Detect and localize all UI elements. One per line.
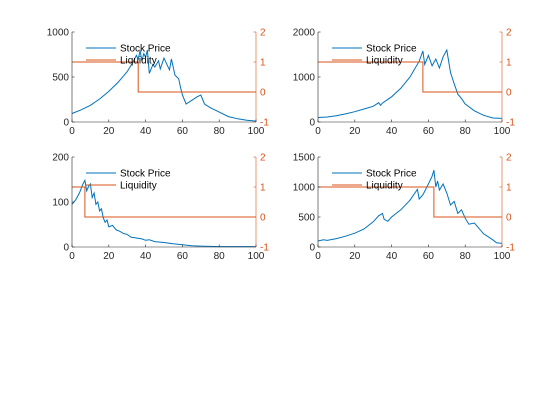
x-tick-label: 0 xyxy=(69,126,75,137)
x-tick-label: 80 xyxy=(460,126,472,137)
y-left-tick-label: 1000 xyxy=(293,73,316,84)
y-left-tick-label: 100 xyxy=(52,198,69,209)
legend-label-stock-price: Stock Price xyxy=(366,44,417,55)
x-tick-label: 60 xyxy=(177,251,189,262)
y-left-tick-label: 2000 xyxy=(293,28,316,39)
x-tick-label: 60 xyxy=(423,126,435,137)
y-right-tick-label: 1 xyxy=(260,58,266,69)
y-right-tick-label: 1 xyxy=(506,58,512,69)
y-right-tick-label: 2 xyxy=(260,153,266,164)
y-left-tick-label: 0 xyxy=(309,118,315,129)
x-tick-label: 80 xyxy=(460,251,472,262)
y-right-tick-label: -1 xyxy=(506,118,515,129)
legend-label-liquidity: Liquidity xyxy=(120,56,157,67)
y-left-tick-label: 0 xyxy=(63,118,69,129)
y-right-tick-label: -1 xyxy=(506,243,515,254)
legend-label-stock-price: Stock Price xyxy=(366,169,417,180)
x-tick-label: 60 xyxy=(177,126,189,137)
legend-label-stock-price: Stock Price xyxy=(120,169,171,180)
liquidity-line-3 xyxy=(72,186,256,218)
x-tick-label: 20 xyxy=(349,251,361,262)
stock-price-line-3 xyxy=(71,178,256,248)
x-tick-label: 20 xyxy=(103,126,115,137)
y-right-tick-label: 0 xyxy=(506,213,512,224)
y-right-tick-label: -1 xyxy=(260,118,269,129)
stock-price-line-2 xyxy=(317,48,503,119)
y-left-tick-label: 1000 xyxy=(293,183,316,194)
x-tick-label: 80 xyxy=(214,251,226,262)
liquidity-line-4 xyxy=(318,186,502,218)
liquidity-line-2 xyxy=(318,61,502,93)
x-tick-label: 20 xyxy=(103,251,115,262)
y-right-tick-label: 0 xyxy=(506,88,512,99)
y-right-tick-label: 1 xyxy=(260,183,266,194)
x-tick-label: 100 xyxy=(248,126,265,137)
legend-label-liquidity: Liquidity xyxy=(366,181,403,192)
x-tick-label: 80 xyxy=(214,126,226,137)
legend-label-liquidity: Liquidity xyxy=(366,56,403,67)
y-left-tick-label: 0 xyxy=(63,243,69,254)
y-right-tick-label: 1 xyxy=(506,183,512,194)
y-right-tick-label: 2 xyxy=(506,28,512,39)
y-right-tick-label: 2 xyxy=(506,153,512,164)
x-tick-label: 100 xyxy=(248,251,265,262)
x-tick-label: 100 xyxy=(494,126,511,137)
stock-price-line-4 xyxy=(317,170,503,244)
x-tick-label: 40 xyxy=(140,251,152,262)
legend-label-stock-price: Stock Price xyxy=(120,44,171,55)
y-right-tick-label: 0 xyxy=(260,88,266,99)
x-tick-label: 60 xyxy=(423,251,435,262)
x-tick-label: 0 xyxy=(69,251,75,262)
x-tick-label: 0 xyxy=(315,126,321,137)
x-tick-label: 40 xyxy=(386,251,398,262)
y-right-tick-label: 2 xyxy=(260,28,266,39)
y-left-tick-label: 0 xyxy=(309,243,315,254)
stock-price-line-1 xyxy=(71,49,257,122)
legend-label-liquidity: Liquidity xyxy=(120,181,157,192)
y-left-tick-label: 500 xyxy=(52,73,69,84)
liquidity-line-1 xyxy=(72,61,256,93)
y-right-tick-label: 0 xyxy=(260,213,266,224)
y-right-tick-label: -1 xyxy=(260,243,269,254)
x-tick-label: 0 xyxy=(315,251,321,262)
y-left-tick-label: 200 xyxy=(52,153,69,164)
subplot-3: 0 20 40 60 80 100 0 100 200 -1 0 1 2 Stock PriceLiqui… xyxy=(52,153,269,263)
x-tick-label: 100 xyxy=(494,251,511,262)
x-tick-label: 40 xyxy=(140,126,152,137)
x-tick-label: 40 xyxy=(386,126,398,137)
x-tick-label: 20 xyxy=(349,126,361,137)
y-left-tick-label: 500 xyxy=(298,213,315,224)
y-left-tick-label: 1500 xyxy=(293,153,316,164)
y-left-tick-label: 1000 xyxy=(47,28,70,39)
